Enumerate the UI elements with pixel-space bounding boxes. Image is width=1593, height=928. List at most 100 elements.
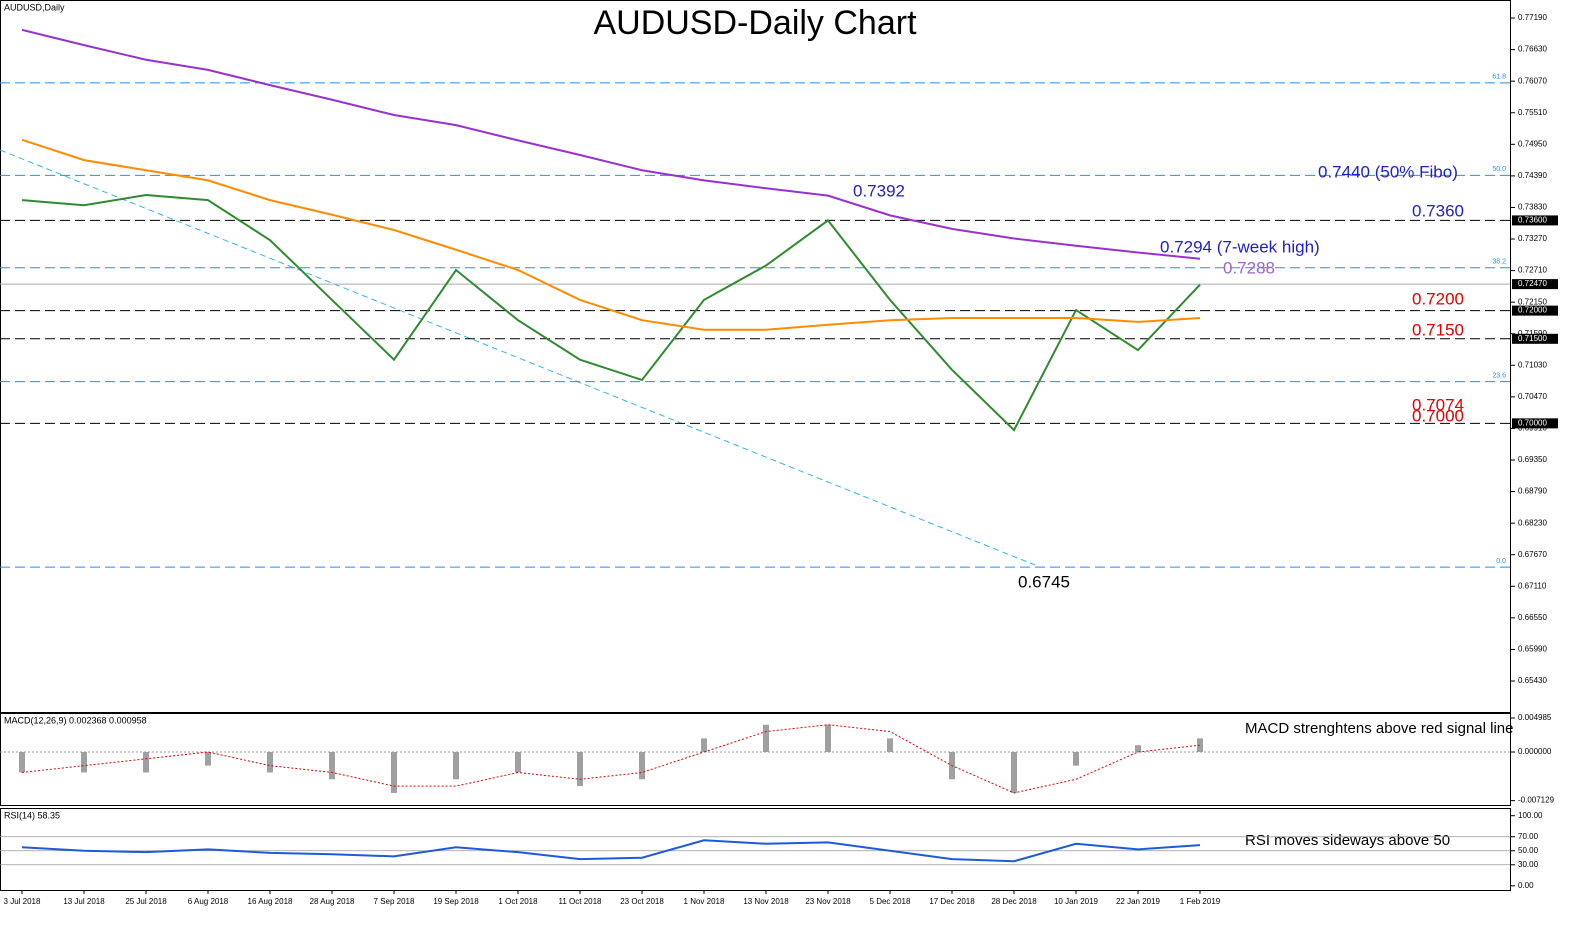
signal-line [21,724,1201,794]
macd-bar [453,752,459,780]
y-tick-label: 70.00 [1518,832,1539,841]
macd-annotation: MACD strenghtens above red signal line [1245,720,1513,737]
y-tick-label: 100.00 [1518,811,1543,820]
price-box-label: 0.72470 [1518,279,1547,288]
x-tick-label: 13 Jul 2018 [63,897,105,906]
price-box [1512,279,1558,290]
macd-bar [391,752,397,793]
x-tick-label: 10 Jan 2019 [1054,897,1099,906]
y-tick-label: 0.68790 [1518,487,1547,496]
rsi-annotation: RSI moves sideways above 50 [1245,832,1450,849]
x-tick-label: 22 Jan 2019 [1116,897,1161,906]
y-tick-label: 0.65430 [1518,676,1547,685]
price-box-label: 0.72000 [1518,306,1547,315]
macd-bar [19,752,25,773]
x-tick-label: 3 Jul 2018 [4,897,41,906]
trend-line [0,149,1036,566]
x-tick-label: 1 Nov 2018 [684,897,725,906]
fib-label: 61.8 [1492,74,1506,81]
y-tick-label: 0.000000 [1518,747,1552,756]
rsi-title: RSI(14) 58.35 [4,810,60,820]
fib-label: 0.0 [1496,558,1506,565]
macd-panel-frame [0,713,1511,806]
price-box-label: 0.71500 [1518,334,1547,343]
macd-bar [329,752,335,780]
y-tick-label: 50.00 [1518,846,1539,855]
macd-bar [1197,738,1203,753]
fib-label: 50.0 [1492,166,1506,173]
macd-bar [1073,752,1079,766]
x-tick-label: 23 Nov 2018 [805,897,851,906]
y-tick-label: 0.00 [1518,881,1534,890]
fib-label: 23.6 [1492,372,1506,379]
macd-bar [143,752,149,773]
x-tick-label: 19 Sep 2018 [433,897,479,906]
y-tick-label: 0.65990 [1518,645,1547,654]
annotation: 0.7288 [1223,258,1275,277]
y-tick-label: 0.74950 [1518,139,1547,148]
x-tick-label: 5 Dec 2018 [870,897,911,906]
series-line [21,28,1201,260]
annotation: 0.6745 [1018,572,1070,591]
main-panel-frame [0,0,1511,713]
y-tick-label: 0.67110 [1518,581,1547,590]
macd-bar [639,752,645,780]
macd-bar [267,752,273,773]
y-tick-label: 0.73830 [1518,203,1547,212]
y-tick-label: 0.74390 [1518,171,1547,180]
macd-bar [763,724,769,753]
y-tick-label: 0.70470 [1518,392,1547,401]
x-tick-label: 17 Dec 2018 [929,897,975,906]
macd-title: MACD(12,26,9) 0.002368 0.000958 [4,715,147,725]
x-tick-label: 28 Aug 2018 [310,897,355,906]
y-tick-label: -0.007129 [1518,796,1555,805]
macd-bar [887,738,893,753]
y-tick-label: 0.71590 [1518,329,1547,338]
annotation: 0.7392 [853,181,905,200]
x-tick-label: 11 Oct 2018 [559,897,603,906]
x-tick-label: 7 Sep 2018 [374,897,415,906]
y-tick-label: 0.73270 [1518,234,1547,243]
chart-title: AUDUSD-Daily Chart [593,4,917,42]
series-line [21,138,1201,331]
y-tick-label: 0.72710 [1518,266,1547,275]
chart-subtitle: AUDUSD,Daily [4,2,65,12]
annotation: 0.7294 (7-week high) [1160,237,1320,256]
series-line [21,194,1201,432]
y-tick-label: 0.69350 [1518,455,1547,464]
x-tick-label: 1 Feb 2019 [1180,897,1221,906]
series-line [21,839,1201,863]
y-tick-label: 0.67670 [1518,550,1547,559]
y-tick-label: 30.00 [1518,860,1539,869]
y-tick-label: 0.66550 [1518,613,1547,622]
annotation: 0.7150 [1412,320,1464,339]
macd-bar [1011,752,1017,793]
macd-bar [205,752,211,766]
y-tick-label: 0.004985 [1518,713,1552,722]
fib-label: 38.2 [1492,259,1506,266]
rsi-panel-frame [0,808,1511,891]
x-tick-label: 23 Oct 2018 [620,897,664,906]
x-tick-label: 1 Oct 2018 [498,897,538,906]
macd-bar [81,752,87,773]
y-tick-label: 0.77190 [1518,13,1547,22]
price-box [1512,215,1558,226]
y-tick-label: 0.72150 [1518,297,1547,306]
annotation: 0.7440 (50% Fibo) [1318,162,1458,181]
macd-bar [825,724,831,753]
price-box-label: 0.73600 [1518,216,1547,225]
macd-bar [1135,745,1141,753]
x-tick-label: 25 Jul 2018 [125,897,167,906]
price-box [1512,333,1558,344]
macd-bar [701,738,707,753]
annotation: 0.7000 [1412,406,1464,425]
x-tick-label: 13 Nov 2018 [743,897,789,906]
y-tick-label: 0.76070 [1518,76,1547,85]
x-tick-label: 28 Dec 2018 [991,897,1037,906]
annotation: 0.7074 [1412,395,1464,414]
y-tick-label: 0.75510 [1518,108,1547,117]
annotation: 0.7360 [1412,201,1464,220]
price-box [1512,305,1558,316]
